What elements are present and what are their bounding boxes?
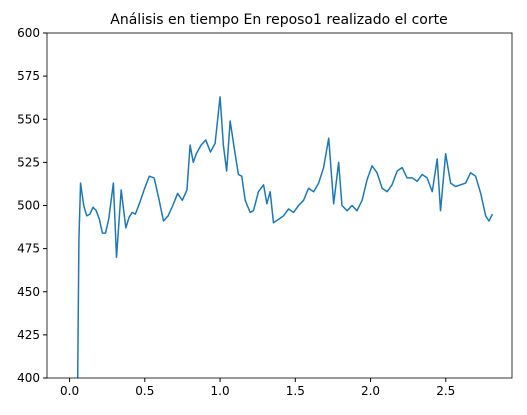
x-tick-label: 2.5 <box>436 384 455 398</box>
line <box>76 96 494 378</box>
x-tick-label: 0.5 <box>135 384 154 398</box>
y-tick-label: 575 <box>17 69 40 83</box>
y-tick-label: 425 <box>17 328 40 342</box>
x-tick-label: 0.0 <box>60 384 79 398</box>
y-tick-label: 550 <box>17 112 40 126</box>
x-tick-label: 2.0 <box>361 384 380 398</box>
y-tick-label: 525 <box>17 155 40 169</box>
y-tick-label: 450 <box>17 285 40 299</box>
y-tick-label: 600 <box>17 26 40 40</box>
chart-title: Análisis en tiempo En reposo1 realizado … <box>110 12 447 28</box>
y-tick-label: 475 <box>17 242 40 256</box>
x-tick-label: 1.5 <box>286 384 305 398</box>
x-tick-label: 1.0 <box>211 384 230 398</box>
plot-frame <box>46 32 513 379</box>
y-tick-label: 400 <box>17 371 40 385</box>
y-tick-label: 500 <box>17 199 40 213</box>
